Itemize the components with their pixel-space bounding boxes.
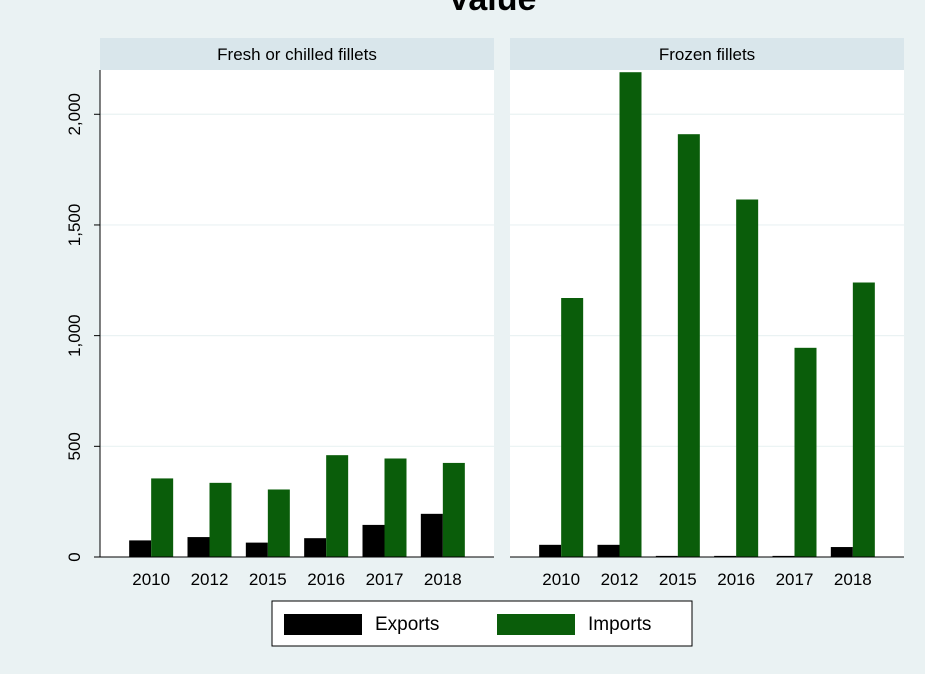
y-tick-label: 1,000 — [65, 314, 84, 357]
panel-strip — [510, 38, 904, 70]
y-tick-label: 1,500 — [65, 204, 84, 247]
legend-swatch-imports — [497, 614, 575, 635]
bar-exports-2018 — [420, 513, 443, 557]
bar-imports-2017 — [794, 347, 817, 557]
y-tick-label: 2,000 — [65, 93, 84, 136]
legend-label-imports: Imports — [588, 614, 651, 635]
x-tick-label: 2017 — [776, 570, 814, 589]
plot-area — [100, 70, 494, 557]
x-tick-label: 2015 — [659, 570, 697, 589]
bar-exports-2017 — [772, 555, 795, 557]
x-tick-label: 2012 — [191, 570, 229, 589]
legend-swatch-exports — [284, 614, 362, 635]
x-tick-label: 2010 — [542, 570, 580, 589]
bar-imports-2016 — [326, 455, 349, 557]
bar-exports-2015 — [655, 555, 678, 557]
x-tick-label: 2018 — [424, 570, 462, 589]
bar-exports-2016 — [714, 555, 737, 557]
legend: Exports Imports — [271, 600, 693, 647]
y-axis: 0 500 1,000 1,500 2,000 — [65, 70, 101, 562]
x-tick-label: 2015 — [249, 570, 287, 589]
x-tick-label: 2016 — [307, 570, 345, 589]
x-tick-label: 2018 — [834, 570, 872, 589]
bar-imports-2017 — [384, 458, 407, 557]
panel-strip — [100, 38, 494, 70]
panels: Fresh or chilled fillets 2010 2012 2015 2016… — [100, 38, 904, 589]
bar-exports-2012 — [187, 537, 210, 557]
bar-imports-2018 — [852, 282, 875, 557]
x-tick-label: 2016 — [717, 570, 755, 589]
bar-imports-2018 — [442, 462, 465, 557]
x-tick-label: 2012 — [601, 570, 639, 589]
panel-title: Fresh or chilled fillets — [217, 45, 377, 64]
bar-exports-2012 — [597, 544, 620, 557]
y-tick-label: 500 — [65, 432, 84, 460]
bar-exports-2010 — [129, 540, 152, 557]
bar-imports-2010 — [151, 478, 174, 557]
bar-exports-2017 — [362, 524, 385, 557]
bar-imports-2015 — [267, 489, 290, 557]
panel-1: Fresh or chilled fillets 2010 2012 2015 2016… — [100, 38, 494, 589]
bar-imports-2016 — [736, 199, 759, 557]
x-tick-label: 2010 — [132, 570, 170, 589]
bar-imports-2012 — [619, 72, 642, 558]
y-tick-label: 0 — [65, 552, 84, 561]
bar-exports-2015 — [245, 542, 268, 557]
bar-imports-2012 — [209, 482, 232, 557]
bar-exports-2018 — [830, 547, 853, 557]
x-tick-label: 2017 — [366, 570, 404, 589]
bar-exports-2010 — [539, 544, 562, 557]
bar-imports-2010 — [561, 298, 584, 557]
bar-imports-2015 — [677, 134, 700, 558]
legend-label-exports: Exports — [375, 614, 439, 635]
chart-title: Value — [448, 0, 537, 18]
panel-2: Frozen fillets 2010 2012 2015 2016 2017 2018 — [510, 38, 904, 589]
panel-title: Frozen fillets — [659, 45, 755, 64]
bar-exports-2016 — [304, 538, 327, 557]
